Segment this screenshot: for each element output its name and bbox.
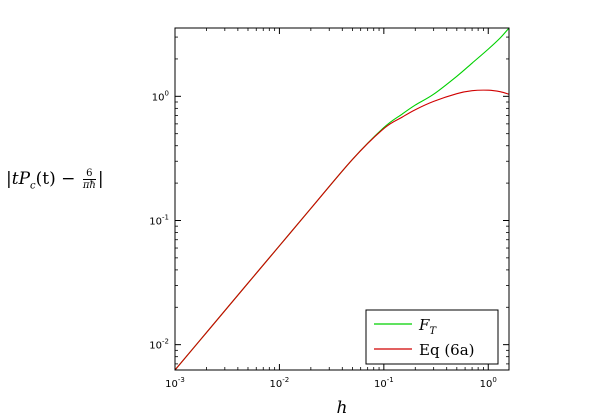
x-tick-label: 10-2	[270, 376, 290, 390]
y-tick-label: 100	[152, 89, 169, 103]
y-label-fraction-den: πħ	[82, 180, 96, 191]
series-line-eq-6a	[175, 89, 509, 370]
legend: FT Eq (6a)	[365, 309, 499, 365]
tick-labels: 10-3 10-2 10-1 100 10-2 10-1 100	[149, 89, 497, 390]
x-tick-label: 10-1	[374, 376, 394, 390]
y-axis-label: |tPc(t) − 6 πħ |	[6, 168, 104, 191]
y-label-p: P	[18, 169, 31, 189]
y-tick-label: 10-1	[149, 213, 169, 227]
x-axis-label: h	[337, 398, 348, 418]
y-label-arg: (t)	[35, 169, 56, 189]
major-ticks	[174, 28, 509, 370]
legend-label-f-t: FT	[418, 316, 437, 337]
x-tick-label: 10-3	[165, 376, 185, 390]
y-label-fraction: 6 πħ	[82, 168, 96, 191]
y-label-bar-close: |	[97, 169, 104, 189]
legend-label-eq-6a: Eq (6a)	[419, 341, 475, 359]
y-label-fraction-num: 6	[82, 168, 96, 180]
series-layer	[175, 28, 509, 370]
y-label-minus: −	[55, 169, 81, 189]
y-label-bar-open: |	[6, 169, 12, 189]
y-label-t: t	[11, 169, 19, 189]
y-label-sub-c: c	[30, 180, 36, 192]
legend-box	[365, 309, 499, 365]
x-tick-label: 100	[480, 376, 497, 390]
y-tick-label: 10-2	[149, 338, 169, 352]
plot-area-frame	[174, 27, 510, 371]
